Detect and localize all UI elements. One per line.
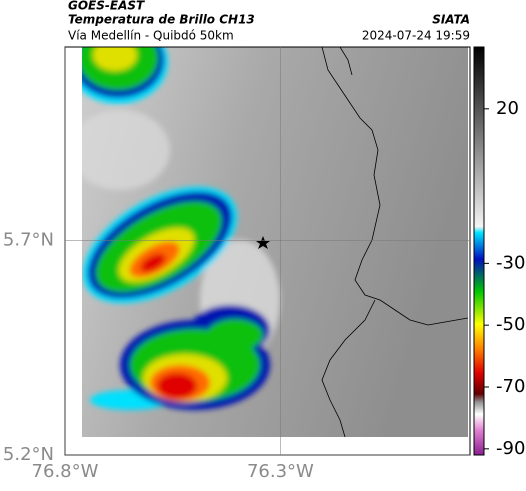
colorbar-tick-label: -50 (496, 314, 525, 335)
x-tick-label: 76.8°W (32, 461, 99, 482)
colorbar-tick-label: 20 (496, 98, 519, 119)
y-tick-label: 5.7°N (3, 229, 54, 250)
colorbar-tick-label: -70 (496, 376, 525, 397)
caption: Vía Medellín - Quibdó 50km (68, 29, 234, 43)
colorbar (473, 46, 485, 456)
location-star (256, 236, 270, 249)
title: GOES-EAST (68, 0, 145, 13)
subtitle: Temperatura de Brillo CH13 (68, 13, 255, 27)
satellite-image (82, 47, 468, 437)
source: SIATA (432, 13, 470, 27)
timestamp: 2024-07-24 19:59 (362, 29, 470, 43)
colorbar-tick-label: -90 (496, 438, 525, 459)
colorbar-tick-label: -30 (496, 252, 525, 273)
x-tick-label: 76.3°W (247, 461, 314, 482)
y-tick-label: 5.2°N (3, 444, 54, 465)
